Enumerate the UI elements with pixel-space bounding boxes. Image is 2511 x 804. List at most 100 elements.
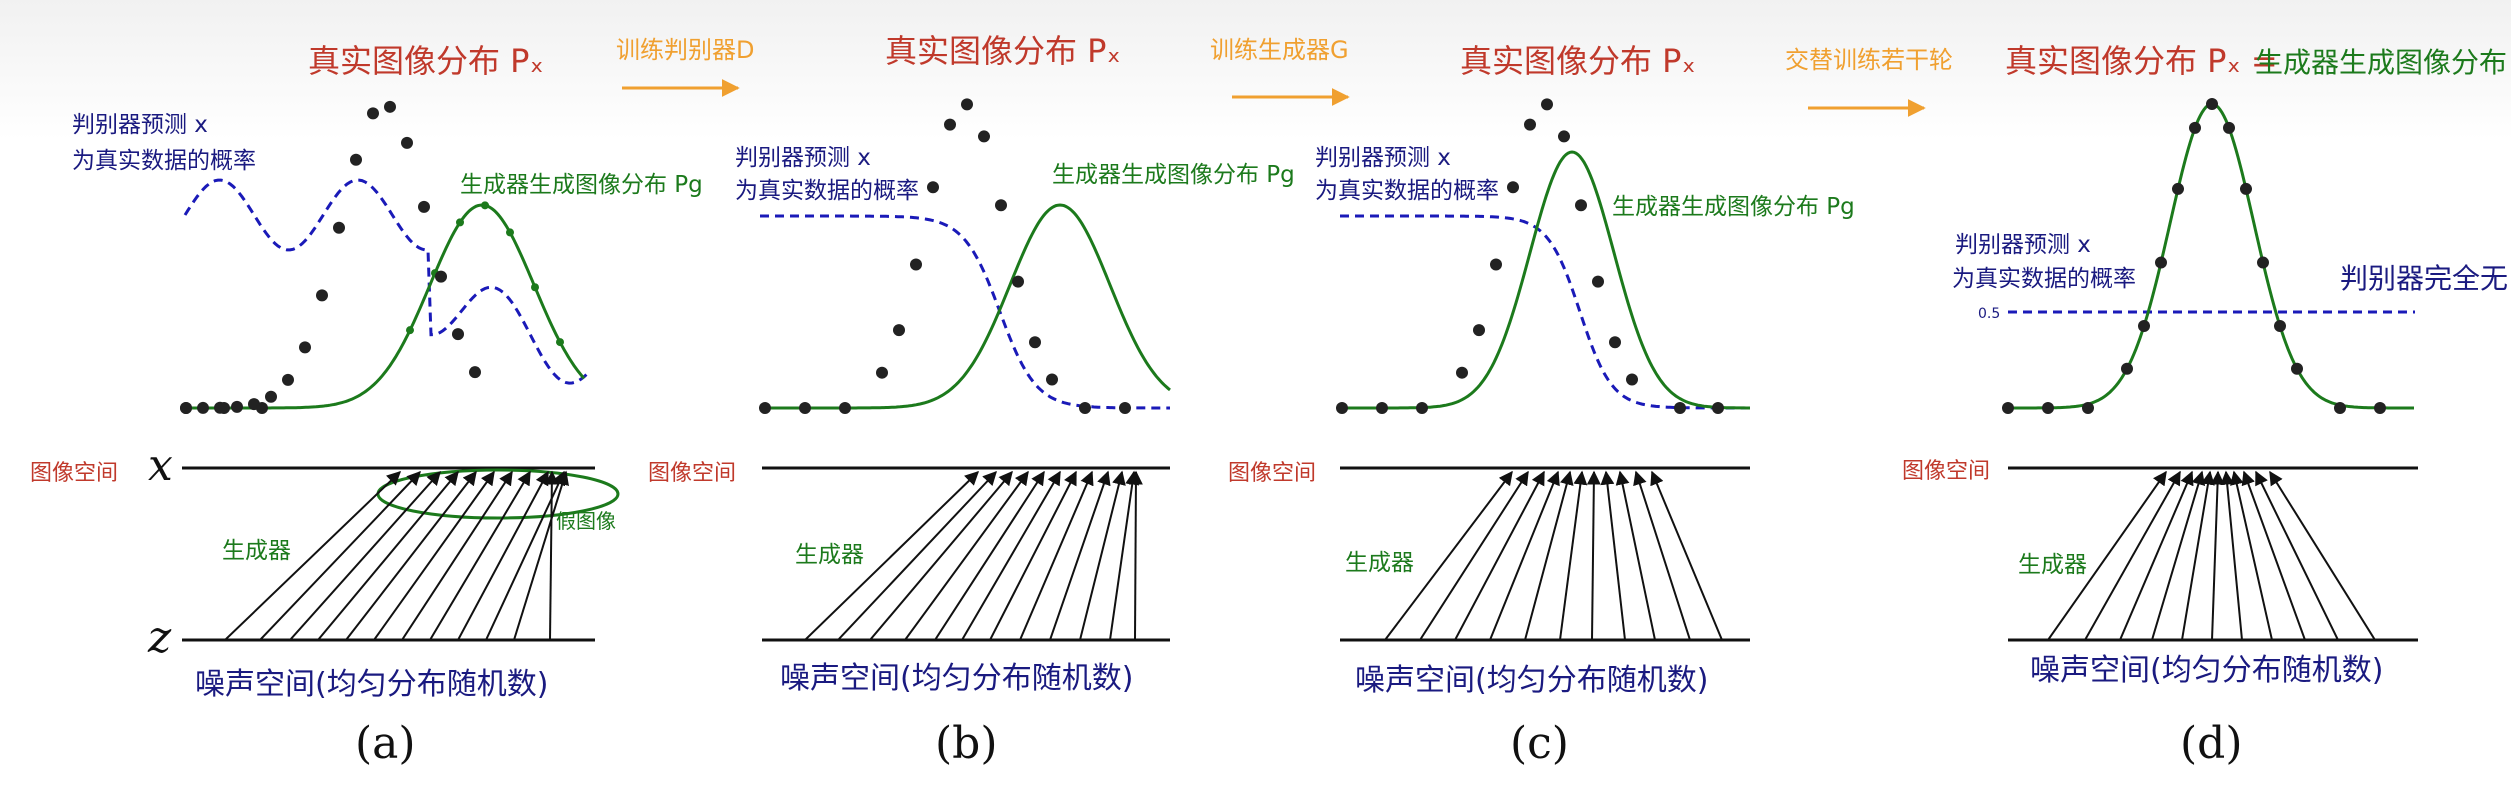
mapping-arrow xyxy=(2119,470,2194,641)
panel-a-generator-samples xyxy=(406,201,564,347)
panel-a-disc-label-line1: 判别器预测 x xyxy=(72,112,208,138)
real-sample-dot xyxy=(1712,402,1724,414)
real-sample-dot xyxy=(2138,320,2150,333)
mapping-arrow xyxy=(1019,470,1094,641)
mapping-arrow xyxy=(1633,470,1691,641)
real-sample-dot xyxy=(2223,121,2235,134)
panel-d-title: 真实图像分布 Pₓ = xyxy=(2005,42,2278,80)
real-sample-dot xyxy=(2082,402,2094,414)
panel-a-gen-label: 生成器生成图像分布 Pg xyxy=(460,172,703,198)
real-sample-dot xyxy=(2121,362,2133,375)
real-sample-dot xyxy=(299,341,311,354)
mapping-arrow xyxy=(224,471,402,641)
panel-a-title: 真实图像分布 Pₓ xyxy=(308,42,544,80)
real-sample-dot xyxy=(1575,199,1587,212)
real-sample-dot xyxy=(1119,402,1131,414)
mapping-arrow xyxy=(1384,470,1513,641)
real-sample-dot xyxy=(218,402,230,414)
real-sample-dot xyxy=(1336,402,1348,414)
mapping-arrow xyxy=(961,470,1061,641)
real-sample-dot xyxy=(910,258,922,271)
real-sample-dot xyxy=(367,107,379,120)
panel-c-disc-label-line2: 为真实数据的概率 xyxy=(1315,178,1499,204)
panel-a-fake-label: 假图像 xyxy=(556,509,616,533)
panel-a-noise-space-label: 噪声空间(均匀分布随机数) xyxy=(195,667,548,702)
panel-c-generator-label: 生成器 xyxy=(1345,550,1414,576)
real-sample-dot xyxy=(2042,402,2054,414)
mapping-arrow xyxy=(1049,470,1111,641)
panel-c-discriminator-curve xyxy=(1340,214,1750,410)
real-sample-dot xyxy=(316,289,328,302)
real-sample-dot xyxy=(944,118,956,131)
panel-b-disc-label-line2: 为真实数据的概率 xyxy=(735,178,919,204)
panel-d-real-samples xyxy=(2002,98,2386,414)
panel-b-mapping-arrows xyxy=(804,470,1143,641)
real-sample-dot xyxy=(435,270,447,283)
real-sample-dot xyxy=(256,402,268,414)
panel-d-title-generator: 生成器生成图像分布 Pg xyxy=(2255,46,2511,79)
real-sample-dot xyxy=(1029,336,1041,349)
panel-d-half-value: 0.5 xyxy=(1978,306,2000,322)
mapping-arrow xyxy=(1128,470,1143,641)
panel-b-gen-label: 生成器生成图像分布 Pg xyxy=(1052,162,1295,188)
mapping-arrow xyxy=(513,470,569,641)
mapping-arrow xyxy=(2241,470,2306,641)
real-sample-dot xyxy=(1626,373,1638,386)
real-sample-dot xyxy=(1558,130,1570,143)
real-sample-dot xyxy=(759,402,771,414)
mapping-arrow xyxy=(373,470,495,641)
mapping-arrow xyxy=(2181,470,2215,641)
real-sample-dot xyxy=(2274,320,2286,333)
real-sample-dot xyxy=(2291,362,2303,375)
real-sample-dot xyxy=(452,328,464,341)
mapping-arrow xyxy=(1454,470,1545,641)
real-sample-dot xyxy=(180,402,192,414)
generator-sample-dot xyxy=(481,201,489,210)
mapping-arrow xyxy=(457,470,549,641)
panel-b-generator-curve xyxy=(760,203,1171,410)
panel-d-generator-label: 生成器 xyxy=(2018,552,2087,578)
panel-b-noise-space-label: 噪声空间(均匀分布随机数) xyxy=(780,661,1133,696)
panel-c-noise-space-label: 噪声空间(均匀分布随机数) xyxy=(1355,663,1708,698)
panel-b: 真实图像分布 Pₓ 判别器预测 x 为真实数据的概率 生成器生成图像分布 Pg … xyxy=(648,32,1295,769)
panel-d-mapping-arrows xyxy=(2047,470,2376,641)
panel-b-discriminator-curve xyxy=(760,214,1170,410)
mapping-arrow xyxy=(2047,470,2167,641)
mapping-arrow xyxy=(345,470,477,641)
mapping-arrow xyxy=(2229,470,2273,641)
real-sample-dot xyxy=(2257,256,2269,269)
panel-c-mapping-arrows xyxy=(1384,470,1723,641)
real-sample-dot xyxy=(333,221,345,234)
mapping-arrow xyxy=(1586,470,1601,641)
real-sample-dot xyxy=(1592,275,1604,288)
real-sample-dot xyxy=(876,366,888,379)
panel-c-image-space-label: 图像空间 xyxy=(1228,461,1316,486)
mapping-arrow xyxy=(259,470,421,641)
real-sample-dot xyxy=(927,181,939,194)
real-sample-dot xyxy=(197,401,209,414)
mapping-arrow xyxy=(869,470,1013,641)
real-sample-dot xyxy=(1674,402,1686,414)
generator-sample-dot xyxy=(456,218,464,227)
real-sample-dot xyxy=(2206,98,2218,110)
panel-c-gen-label: 生成器生成图像分布 Pg xyxy=(1612,194,1855,220)
real-sample-dot xyxy=(384,100,396,113)
mapping-arrow xyxy=(989,470,1077,641)
step-label-train-g: 训练生成器G xyxy=(1210,36,1349,64)
generator-sample-dot xyxy=(406,326,414,335)
mapping-arrow xyxy=(1650,470,1723,641)
panel-c-disc-label-line1: 判别器预测 x xyxy=(1315,145,1451,171)
real-sample-dot xyxy=(1541,98,1553,111)
generator-sample-dot xyxy=(556,338,564,347)
mapping-arrow xyxy=(2220,470,2243,641)
real-sample-dot xyxy=(893,324,905,337)
mapping-arrow xyxy=(401,470,513,641)
mapping-arrow xyxy=(2151,470,2206,641)
real-sample-dot xyxy=(1473,324,1485,337)
real-sample-dot xyxy=(282,373,294,386)
panel-a-real-samples xyxy=(180,100,481,414)
mapping-arrow xyxy=(2210,470,2225,641)
step-arrow-2: 训练生成器G xyxy=(1210,36,1350,106)
mapping-arrow xyxy=(1079,470,1126,641)
